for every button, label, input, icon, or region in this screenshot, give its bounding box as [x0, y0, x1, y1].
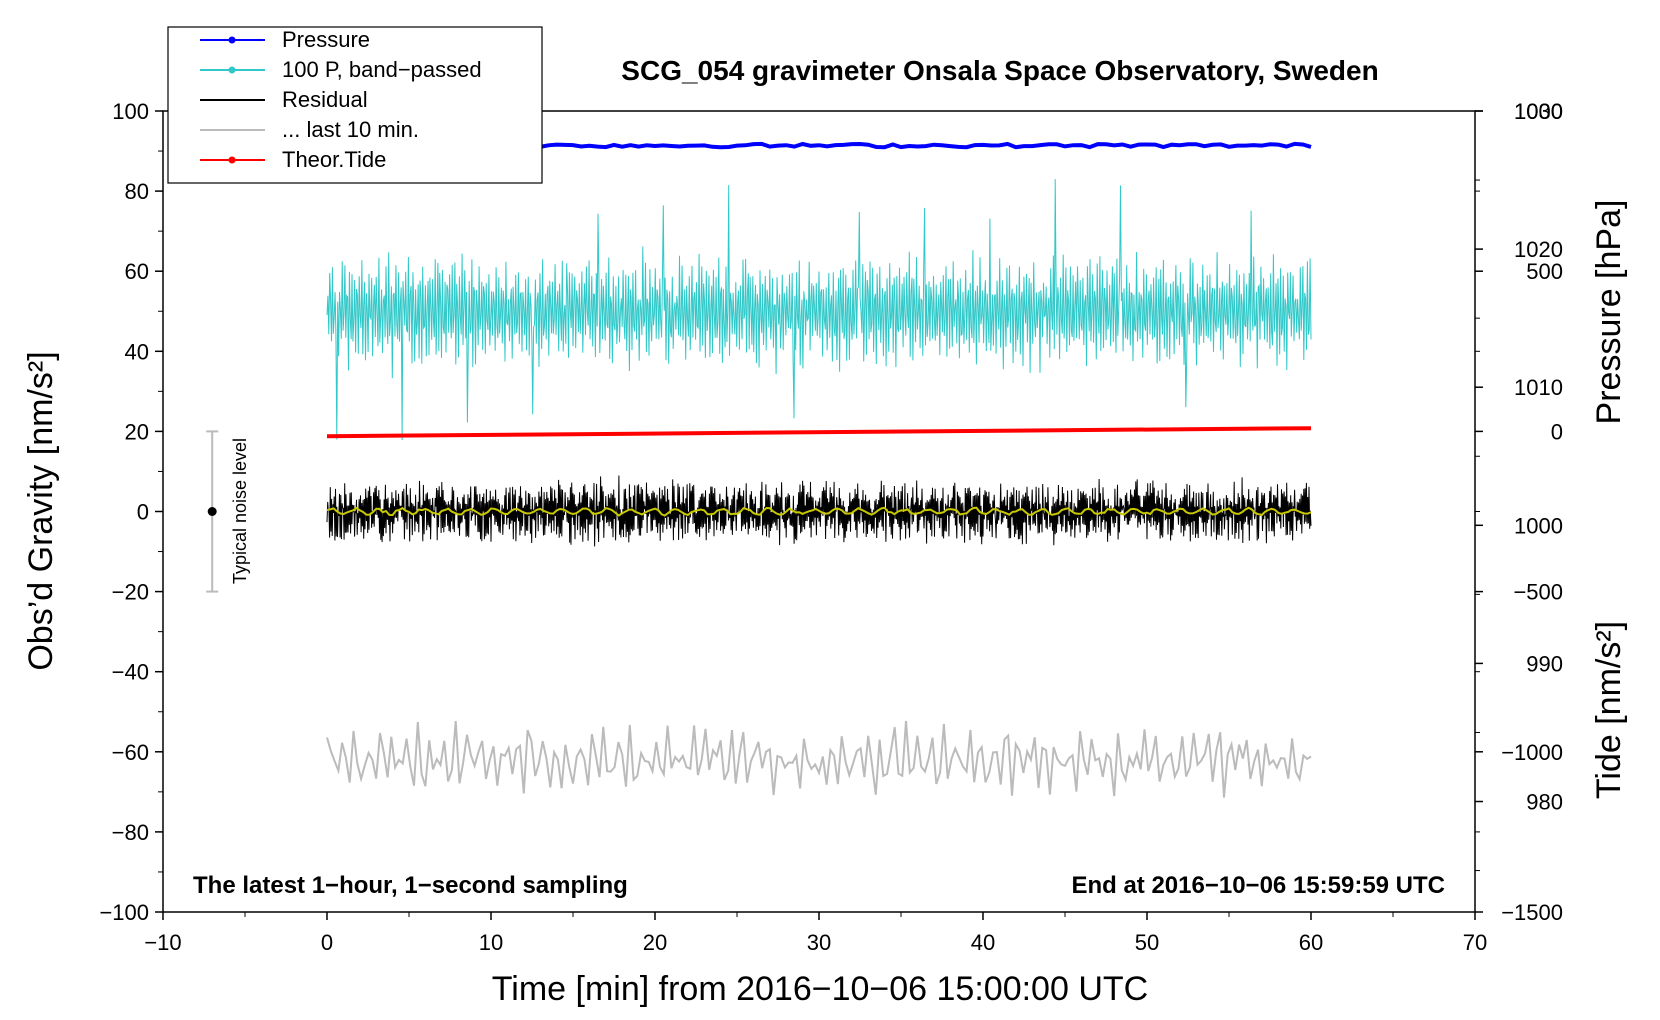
- annotation-end-time: End at 2016−10−06 15:59:59 UTC: [1071, 872, 1445, 899]
- legend-label: Residual: [282, 87, 368, 112]
- legend-marker: [228, 36, 236, 44]
- y-tick-label: 80: [125, 179, 149, 204]
- pressure-tick-label: 1000: [1514, 513, 1563, 538]
- pressure-tick-label: 990: [1526, 651, 1563, 676]
- x-tick-label: −10: [144, 930, 181, 955]
- legend-marker: [228, 66, 236, 74]
- axes-layer: −10 0 10 20 30 40 50 60 70−100−80−60−40−20020406…: [99, 99, 1563, 955]
- legend-label: Pressure: [282, 27, 370, 52]
- pressure-tick-label: 1030: [1514, 99, 1563, 124]
- tide-tick-label: 0: [1551, 419, 1563, 444]
- y-tick-label: −40: [112, 660, 149, 685]
- x-tick-label: 10: [479, 930, 503, 955]
- noise-center-dot: [207, 507, 217, 516]
- x-tick-label: 20: [643, 930, 667, 955]
- tide-tick-label: 1000: [1514, 99, 1563, 124]
- tide-tick-label: −1000: [1501, 740, 1563, 765]
- x-tick-label: 50: [1135, 930, 1159, 955]
- y-tick-label: −100: [99, 900, 149, 925]
- pressure-tick-label: 1010: [1514, 375, 1563, 400]
- y-axis-label-gravity-text: Obs’d Gravity [nm/s²]: [22, 351, 60, 670]
- series-residual-smoothed: [326, 506, 1312, 517]
- y-axis-label-pressure: Pressure [hPa]: [1590, 200, 1628, 425]
- y-tick-label: 0: [137, 500, 149, 525]
- y-tick-label: −20: [112, 580, 149, 605]
- x-tick-label: 60: [1299, 930, 1323, 955]
- x-tick-label: 40: [971, 930, 995, 955]
- y-tick-label: 40: [125, 339, 149, 364]
- series-layer: [326, 141, 1312, 798]
- noise-level-label: Typical noise level: [230, 438, 250, 584]
- series-last-10-min: [326, 720, 1312, 798]
- pressure-tick-label: 1020: [1514, 237, 1563, 262]
- noise-level-indicator: [206, 430, 219, 593]
- x-tick-label: 30: [807, 930, 831, 955]
- y-tick-label: 60: [125, 259, 149, 284]
- x-tick-label: 0: [321, 930, 333, 955]
- legend: Pressure 100 P, band−passed Residual ... la…: [167, 26, 543, 184]
- legend-label: 100 P, band−passed: [282, 57, 482, 82]
- y-tick-label: 20: [125, 419, 149, 444]
- series-residual: [326, 475, 1312, 547]
- annotation-sampling: The latest 1−hour, 1−second sampling: [193, 872, 628, 899]
- y-tick-label: 100: [112, 99, 149, 124]
- legend-marker: [228, 156, 236, 164]
- tide-tick-label: −1500: [1501, 900, 1563, 925]
- y-axis-label-gravity: Obs’d Gravity [nm/s²]: [22, 351, 60, 670]
- tide-tick-label: 500: [1526, 259, 1563, 284]
- chart-title: SCG_054 gravimeter Onsala Space Observat…: [621, 55, 1378, 86]
- legend-label: Theor.Tide: [282, 147, 386, 172]
- y-tick-label: −60: [112, 740, 149, 765]
- series-band-passed: [326, 179, 1312, 441]
- x-axis-label: Time [min] from 2016−10−06 15:00:00 UTC: [492, 970, 1148, 1008]
- y-axis-label-tide: Tide [nm/s²]: [1590, 621, 1628, 799]
- x-tick-label: 70: [1463, 930, 1487, 955]
- legend-label: ... last 10 min.: [282, 117, 419, 142]
- pressure-tick-label: 980: [1526, 790, 1563, 815]
- tide-tick-label: −500: [1513, 580, 1563, 605]
- series-theor-tide: [326, 426, 1312, 439]
- y-tick-label: −80: [112, 820, 149, 845]
